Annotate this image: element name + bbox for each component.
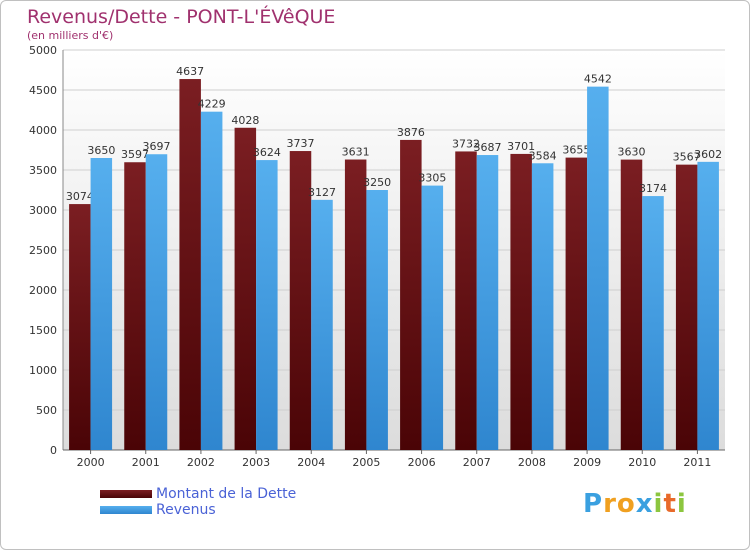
data-label-revenus: 3624 (253, 146, 281, 159)
data-label-dette: 3631 (342, 146, 370, 159)
bar-revenus (697, 161, 719, 450)
data-label-revenus: 4229 (198, 98, 226, 111)
legend: Montant de la Dette Revenus (100, 486, 296, 518)
data-label-revenus: 3250 (363, 176, 391, 189)
bar-dette (179, 79, 201, 450)
x-tick-label: 2008 (518, 456, 546, 469)
data-label-revenus: 3127 (308, 186, 336, 199)
logo-letter: r (603, 489, 617, 519)
y-tick-label: 0 (50, 444, 57, 457)
logo-letter: o (616, 489, 636, 519)
bar-dette (455, 151, 477, 450)
data-label-dette: 3876 (397, 126, 425, 139)
y-tick-label: 3500 (29, 164, 57, 177)
bar-revenus (200, 111, 223, 451)
data-label-dette: 3567 (673, 151, 701, 164)
x-tick-label: 2007 (463, 456, 491, 469)
logo-letter: t (663, 489, 677, 519)
bar-dette (620, 159, 643, 450)
bar-dette (289, 151, 312, 451)
chart-title: Revenus/Dette - PONT-L'ÉVêQUE (27, 6, 336, 28)
logo-letter: P (583, 489, 604, 519)
logo-letter: i (653, 489, 664, 519)
data-label-dette: 3074 (66, 190, 94, 203)
data-label-revenus: 3584 (529, 149, 557, 162)
proxiti-logo: Proxiti (583, 489, 687, 519)
legend-swatch-revenus (100, 506, 152, 514)
bar-revenus (642, 196, 664, 450)
bar-dette (69, 204, 91, 450)
bar-revenus (256, 160, 278, 450)
bar-revenus (531, 163, 554, 450)
x-tick-label: 2005 (352, 456, 380, 469)
y-tick-label: 4000 (29, 124, 57, 137)
y-tick-label: 5000 (29, 44, 57, 57)
data-label-dette: 3630 (618, 146, 646, 159)
data-label-revenus: 3174 (639, 182, 667, 195)
data-label-dette: 3732 (452, 137, 480, 150)
bar-revenus (366, 190, 388, 450)
data-label-revenus: 3602 (694, 148, 722, 161)
x-tick-label: 2009 (573, 456, 601, 469)
data-label-revenus: 4542 (584, 73, 612, 86)
legend-label-dette: Montant de la Dette (156, 486, 297, 502)
y-tick-label: 1500 (29, 324, 57, 337)
data-label-dette: 4028 (231, 114, 259, 127)
bar-dette (124, 162, 146, 451)
y-tick-label: 2500 (29, 244, 57, 257)
bar-dette (675, 164, 698, 450)
y-tick-label: 4500 (29, 84, 57, 97)
y-tick-label: 3000 (29, 204, 57, 217)
bar-revenus (587, 86, 609, 450)
data-label-revenus: 3697 (143, 140, 171, 153)
bar-revenus (311, 199, 333, 450)
bar-dette (344, 159, 367, 450)
logo-letter: i (676, 489, 687, 519)
logo-letter: x (635, 489, 654, 519)
y-tick-label: 2000 (29, 284, 57, 297)
x-tick-label: 2003 (242, 456, 270, 469)
bar-revenus (421, 185, 444, 450)
data-label-revenus: 3687 (474, 141, 502, 154)
legend-label-revenus: Revenus (156, 502, 216, 518)
x-tick-label: 2000 (77, 456, 105, 469)
data-label-revenus: 3650 (87, 144, 115, 157)
x-tick-label: 2002 (187, 456, 215, 469)
y-tick-label: 1000 (29, 364, 57, 377)
bar-dette (234, 127, 257, 450)
data-label-dette: 3597 (121, 148, 149, 161)
bar-dette (400, 139, 422, 451)
data-label-dette: 3655 (562, 144, 590, 157)
bar-revenus (90, 158, 113, 450)
bar-revenus (476, 155, 499, 451)
x-tick-label: 2006 (408, 456, 436, 469)
legend-item-revenus: Revenus (100, 502, 296, 518)
data-label-dette: 3701 (507, 140, 535, 153)
data-label-revenus: 3305 (418, 172, 446, 185)
data-label-dette: 4637 (176, 65, 204, 78)
x-tick-label: 2001 (132, 456, 160, 469)
bar-revenus (145, 154, 168, 451)
legend-swatch-dette (100, 490, 152, 498)
y-tick-label: 500 (36, 404, 57, 417)
data-label-dette: 3737 (287, 137, 315, 150)
x-tick-label: 2010 (628, 456, 656, 469)
x-tick-label: 2011 (683, 456, 711, 469)
bar-dette (565, 157, 588, 450)
legend-item-dette: Montant de la Dette (100, 486, 296, 502)
bar-dette (510, 153, 532, 451)
chart-subtitle: (en milliers d'€) (27, 29, 114, 42)
x-tick-label: 2004 (297, 456, 325, 469)
